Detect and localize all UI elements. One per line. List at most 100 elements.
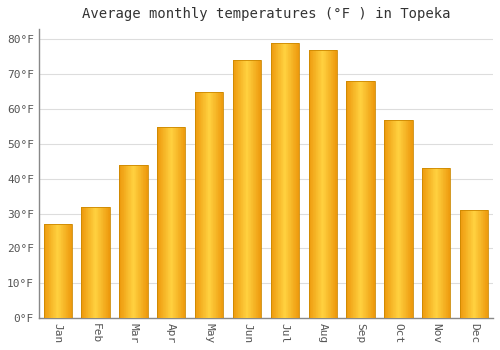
Bar (308, 50, 337, 318)
Bar (328, 50, 329, 318)
Bar (278, 43, 279, 318)
Bar (446, 168, 447, 318)
Bar (460, 210, 488, 318)
Bar (53, 224, 54, 318)
Bar (246, 61, 247, 318)
Bar (426, 168, 427, 318)
Bar (402, 120, 404, 318)
Bar (275, 43, 276, 318)
Bar (125, 165, 126, 318)
Bar (198, 92, 199, 318)
Bar (85, 206, 86, 318)
Bar (350, 81, 352, 318)
Bar (374, 81, 375, 318)
Bar (385, 120, 386, 318)
Bar (58, 224, 59, 318)
Bar (180, 126, 181, 318)
Bar (135, 165, 136, 318)
Bar (235, 61, 236, 318)
Bar (481, 210, 482, 318)
Bar (69, 224, 70, 318)
Bar (425, 168, 426, 318)
Bar (174, 126, 175, 318)
Bar (384, 120, 385, 318)
Bar (274, 43, 275, 318)
Bar (406, 120, 407, 318)
Bar (474, 210, 475, 318)
Bar (94, 206, 95, 318)
Bar (327, 50, 328, 318)
Bar (170, 126, 172, 318)
Bar (169, 126, 170, 318)
Bar (158, 126, 159, 318)
Bar (134, 165, 135, 318)
Bar (284, 43, 285, 318)
Bar (84, 206, 85, 318)
Bar (147, 165, 148, 318)
Bar (66, 224, 67, 318)
Bar (270, 43, 299, 318)
Bar (404, 120, 405, 318)
Bar (298, 43, 299, 318)
Bar (157, 126, 158, 318)
Bar (157, 126, 186, 318)
Bar (318, 50, 319, 318)
Bar (259, 61, 260, 318)
Bar (122, 165, 123, 318)
Bar (106, 206, 107, 318)
Bar (129, 165, 130, 318)
Bar (220, 92, 221, 318)
Bar (140, 165, 141, 318)
Bar (83, 206, 84, 318)
Bar (309, 50, 310, 318)
Bar (330, 50, 331, 318)
Bar (432, 168, 434, 318)
Bar (47, 224, 48, 318)
Bar (119, 165, 148, 318)
Bar (102, 206, 104, 318)
Bar (45, 224, 46, 318)
Bar (316, 50, 317, 318)
Bar (88, 206, 89, 318)
Bar (482, 210, 484, 318)
Bar (364, 81, 365, 318)
Bar (176, 126, 177, 318)
Bar (209, 92, 210, 318)
Bar (428, 168, 429, 318)
Bar (485, 210, 486, 318)
Bar (184, 126, 185, 318)
Bar (46, 224, 47, 318)
Bar (460, 210, 462, 318)
Bar (336, 50, 337, 318)
Bar (411, 120, 412, 318)
Bar (254, 61, 255, 318)
Bar (124, 165, 125, 318)
Bar (82, 206, 110, 318)
Bar (44, 224, 72, 318)
Bar (208, 92, 209, 318)
Bar (167, 126, 168, 318)
Bar (128, 165, 129, 318)
Bar (222, 92, 224, 318)
Bar (142, 165, 144, 318)
Bar (346, 81, 375, 318)
Bar (294, 43, 295, 318)
Bar (388, 120, 389, 318)
Bar (217, 92, 218, 318)
Bar (322, 50, 324, 318)
Bar (163, 126, 164, 318)
Bar (325, 50, 326, 318)
Bar (291, 43, 292, 318)
Bar (138, 165, 139, 318)
Bar (107, 206, 108, 318)
Bar (475, 210, 476, 318)
Bar (315, 50, 316, 318)
Bar (109, 206, 110, 318)
Bar (98, 206, 99, 318)
Bar (178, 126, 179, 318)
Bar (90, 206, 92, 318)
Bar (424, 168, 425, 318)
Bar (464, 210, 465, 318)
Bar (68, 224, 69, 318)
Bar (238, 61, 239, 318)
